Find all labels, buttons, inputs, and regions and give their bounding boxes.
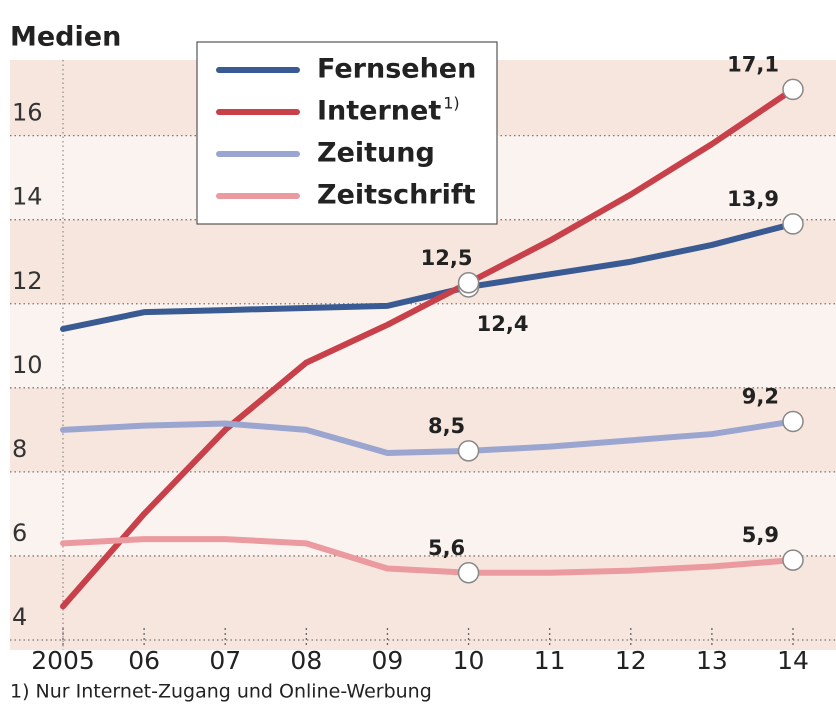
series-line [60, 220, 796, 332]
data-label: 13,9 [727, 187, 779, 211]
point-marker [782, 78, 804, 101]
band [10, 471, 836, 556]
point-marker [457, 440, 480, 462]
legend-label: Fernsehen [317, 54, 476, 85]
data-label: 12,4 [477, 312, 529, 336]
point-marker [782, 213, 804, 235]
x-tick-label: 11 [534, 646, 566, 675]
y-tick-label: 4 [12, 603, 27, 631]
data-label: 5,9 [742, 523, 779, 547]
data-label: 17,1 [727, 52, 779, 76]
data-label: 9,2 [742, 384, 779, 408]
y-tick-label: 10 [12, 351, 43, 379]
point-marker [457, 562, 480, 584]
legend-label: Zeitschrift [317, 180, 476, 211]
data-label: 8,5 [428, 414, 465, 438]
series-line [60, 86, 796, 610]
legend-label: Internet [317, 96, 441, 127]
point-marker [782, 549, 804, 571]
x-tick-label: 07 [209, 646, 241, 675]
band [10, 303, 836, 388]
point-marker [457, 272, 480, 294]
x-tick-label: 2005 [31, 646, 95, 675]
y-tick-label: 8 [12, 435, 27, 463]
x-tick-label: 13 [696, 646, 728, 675]
x-tick-label: 08 [290, 646, 322, 675]
chart-title: Medien [10, 22, 121, 53]
y-tick-label: 12 [12, 267, 43, 295]
y-tick-label: 16 [12, 99, 43, 127]
x-tick-label: 14 [777, 646, 809, 675]
legend-label: Zeitung [317, 138, 435, 169]
series-line [60, 536, 796, 576]
x-tick-label: 12 [615, 646, 647, 675]
legend-note: 1) [443, 94, 459, 113]
y-tick-label: 14 [12, 183, 43, 211]
x-tick-label: 09 [372, 646, 404, 675]
x-tick-label: 10 [453, 646, 485, 675]
x-tick-label: 06 [128, 646, 160, 675]
series-line [60, 418, 796, 456]
y-tick-label: 6 [12, 519, 27, 547]
data-label: 12,5 [421, 246, 473, 270]
data-label: 5,6 [428, 536, 465, 560]
footnote: 1) Nur Internet-Zugang und Online-Werbun… [10, 681, 432, 703]
point-marker [782, 410, 804, 433]
